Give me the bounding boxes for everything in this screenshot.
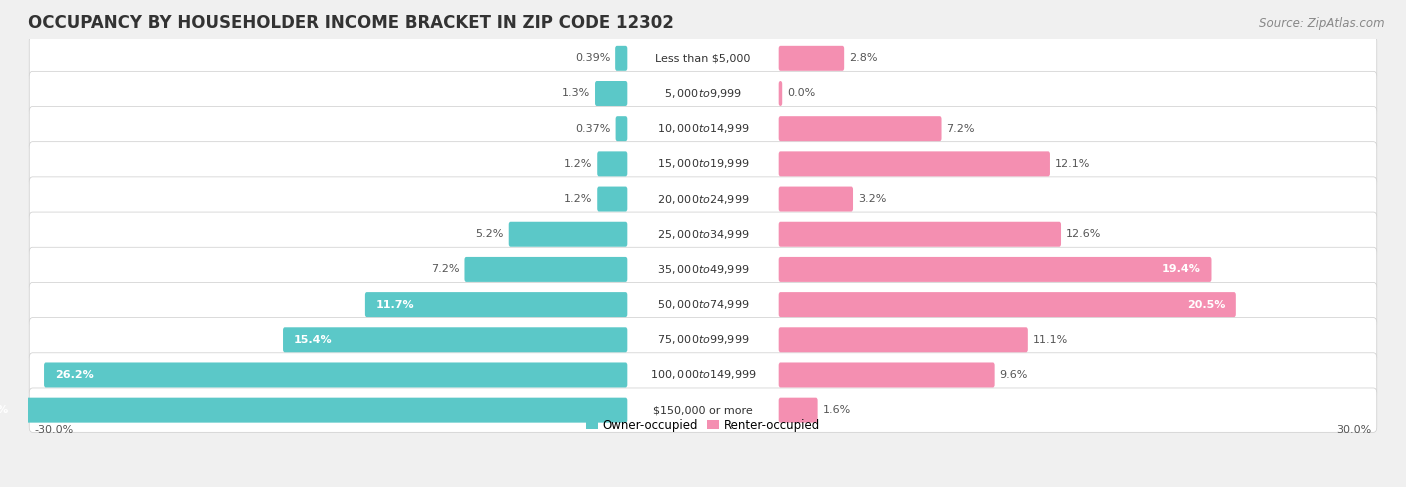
FancyBboxPatch shape	[779, 46, 844, 71]
Text: 12.6%: 12.6%	[1066, 229, 1101, 239]
Text: Source: ZipAtlas.com: Source: ZipAtlas.com	[1260, 17, 1385, 30]
Text: 9.6%: 9.6%	[1000, 370, 1028, 380]
Text: $15,000 to $19,999: $15,000 to $19,999	[657, 157, 749, 170]
Text: $5,000 to $9,999: $5,000 to $9,999	[664, 87, 742, 100]
FancyBboxPatch shape	[30, 247, 1376, 292]
FancyBboxPatch shape	[616, 46, 627, 71]
Text: 11.7%: 11.7%	[375, 300, 415, 310]
Text: 1.2%: 1.2%	[564, 194, 592, 204]
FancyBboxPatch shape	[30, 71, 1376, 115]
Text: 1.6%: 1.6%	[823, 405, 851, 415]
Text: 7.2%: 7.2%	[946, 124, 974, 133]
Text: 11.1%: 11.1%	[1032, 335, 1069, 345]
Text: 5.2%: 5.2%	[475, 229, 503, 239]
Text: -30.0%: -30.0%	[35, 426, 75, 435]
FancyBboxPatch shape	[283, 327, 627, 352]
FancyBboxPatch shape	[0, 398, 627, 423]
FancyBboxPatch shape	[30, 282, 1376, 327]
Text: 30.0%: 30.0%	[0, 405, 8, 415]
FancyBboxPatch shape	[779, 257, 1212, 282]
FancyBboxPatch shape	[598, 151, 627, 176]
Text: 12.1%: 12.1%	[1054, 159, 1090, 169]
FancyBboxPatch shape	[595, 81, 627, 106]
FancyBboxPatch shape	[779, 327, 1028, 352]
Text: 0.37%: 0.37%	[575, 124, 610, 133]
FancyBboxPatch shape	[779, 187, 853, 211]
Text: 1.2%: 1.2%	[564, 159, 592, 169]
FancyBboxPatch shape	[44, 362, 627, 388]
Legend: Owner-occupied, Renter-occupied: Owner-occupied, Renter-occupied	[581, 414, 825, 436]
FancyBboxPatch shape	[30, 36, 1376, 80]
Text: 26.2%: 26.2%	[55, 370, 93, 380]
Text: 7.2%: 7.2%	[432, 264, 460, 274]
FancyBboxPatch shape	[779, 222, 1062, 247]
FancyBboxPatch shape	[509, 222, 627, 247]
Text: Less than $5,000: Less than $5,000	[655, 53, 751, 63]
FancyBboxPatch shape	[30, 388, 1376, 432]
FancyBboxPatch shape	[598, 187, 627, 211]
Text: $50,000 to $74,999: $50,000 to $74,999	[657, 298, 749, 311]
FancyBboxPatch shape	[779, 151, 1050, 176]
Text: 15.4%: 15.4%	[294, 335, 332, 345]
FancyBboxPatch shape	[779, 116, 942, 141]
Text: $75,000 to $99,999: $75,000 to $99,999	[657, 333, 749, 346]
FancyBboxPatch shape	[366, 292, 627, 317]
FancyBboxPatch shape	[779, 292, 1236, 317]
Text: 3.2%: 3.2%	[858, 194, 886, 204]
Text: $10,000 to $14,999: $10,000 to $14,999	[657, 122, 749, 135]
Text: $35,000 to $49,999: $35,000 to $49,999	[657, 263, 749, 276]
FancyBboxPatch shape	[30, 353, 1376, 397]
Text: 30.0%: 30.0%	[1336, 426, 1371, 435]
Text: 2.8%: 2.8%	[849, 53, 877, 63]
Text: 1.3%: 1.3%	[562, 89, 591, 98]
Text: $25,000 to $34,999: $25,000 to $34,999	[657, 228, 749, 241]
Text: $100,000 to $149,999: $100,000 to $149,999	[650, 369, 756, 381]
FancyBboxPatch shape	[464, 257, 627, 282]
Text: 20.5%: 20.5%	[1187, 300, 1225, 310]
FancyBboxPatch shape	[30, 177, 1376, 221]
Text: $150,000 or more: $150,000 or more	[654, 405, 752, 415]
Text: OCCUPANCY BY HOUSEHOLDER INCOME BRACKET IN ZIP CODE 12302: OCCUPANCY BY HOUSEHOLDER INCOME BRACKET …	[28, 14, 673, 32]
FancyBboxPatch shape	[30, 107, 1376, 151]
FancyBboxPatch shape	[616, 116, 627, 141]
FancyBboxPatch shape	[30, 318, 1376, 362]
FancyBboxPatch shape	[30, 212, 1376, 256]
FancyBboxPatch shape	[779, 81, 782, 106]
Text: 19.4%: 19.4%	[1161, 264, 1201, 274]
FancyBboxPatch shape	[30, 142, 1376, 186]
FancyBboxPatch shape	[779, 398, 818, 423]
Text: 0.39%: 0.39%	[575, 53, 610, 63]
Text: $20,000 to $24,999: $20,000 to $24,999	[657, 192, 749, 206]
FancyBboxPatch shape	[779, 362, 994, 388]
Text: 0.0%: 0.0%	[787, 89, 815, 98]
